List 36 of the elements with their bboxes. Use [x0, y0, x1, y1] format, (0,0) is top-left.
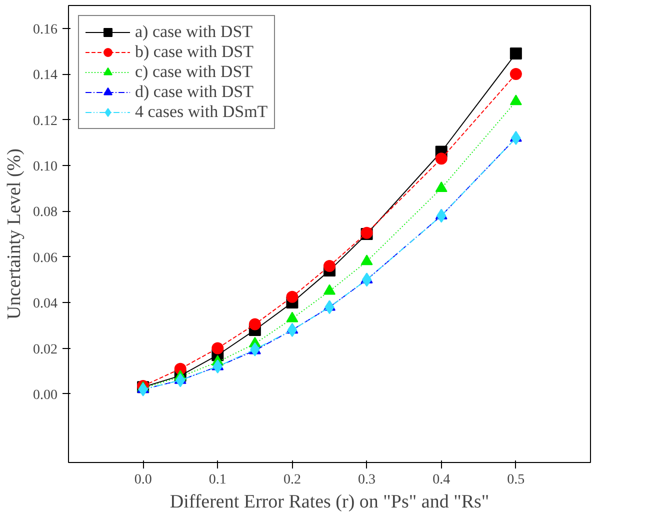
point	[324, 284, 336, 295]
legend-label: b) case with DST	[135, 42, 254, 62]
point	[510, 68, 522, 80]
x-tick-label: 0.0	[134, 472, 152, 488]
y-tick-label: 0.08	[33, 205, 58, 220]
x-tick-label: 0.4	[432, 472, 450, 488]
legend-label: a) case with DST	[135, 22, 253, 42]
y-axis-title: Uncertainty Level (%)	[4, 148, 25, 320]
y-tick-label: 0.14	[33, 68, 58, 84]
y-tick-label: 0.02	[33, 342, 58, 358]
point	[324, 260, 336, 272]
point	[286, 312, 298, 322]
point	[248, 318, 261, 330]
point	[510, 94, 522, 106]
point	[287, 322, 298, 337]
y-tick-label: 0.10	[33, 159, 58, 174]
x-tick-label: 0.2	[283, 472, 301, 488]
point	[510, 47, 522, 60]
point	[435, 181, 448, 192]
x-axis-title: Different Error Rates (r) on "Ps" and "Rs"	[170, 492, 490, 512]
legend-label: c) case with DST	[135, 62, 253, 82]
point	[435, 152, 448, 165]
y-tick-label: 0.12	[33, 114, 58, 129]
x-tick-label: 0.5	[507, 472, 525, 488]
point	[286, 290, 298, 303]
legend-label: d) case with DST	[135, 82, 254, 102]
x-tick-label: 0.1	[208, 472, 226, 488]
x-tick-label: 0.3	[358, 472, 376, 488]
point	[360, 254, 373, 266]
point	[362, 272, 372, 287]
y-tick-label: 0.16	[33, 22, 58, 38]
y-tick-label: 0.06	[33, 250, 58, 266]
point	[212, 342, 224, 354]
y-tick-label: 0.00	[33, 388, 58, 403]
y-tick-label: 0.04	[33, 296, 58, 312]
legend-label: 4 cases with DSmT	[135, 102, 268, 122]
